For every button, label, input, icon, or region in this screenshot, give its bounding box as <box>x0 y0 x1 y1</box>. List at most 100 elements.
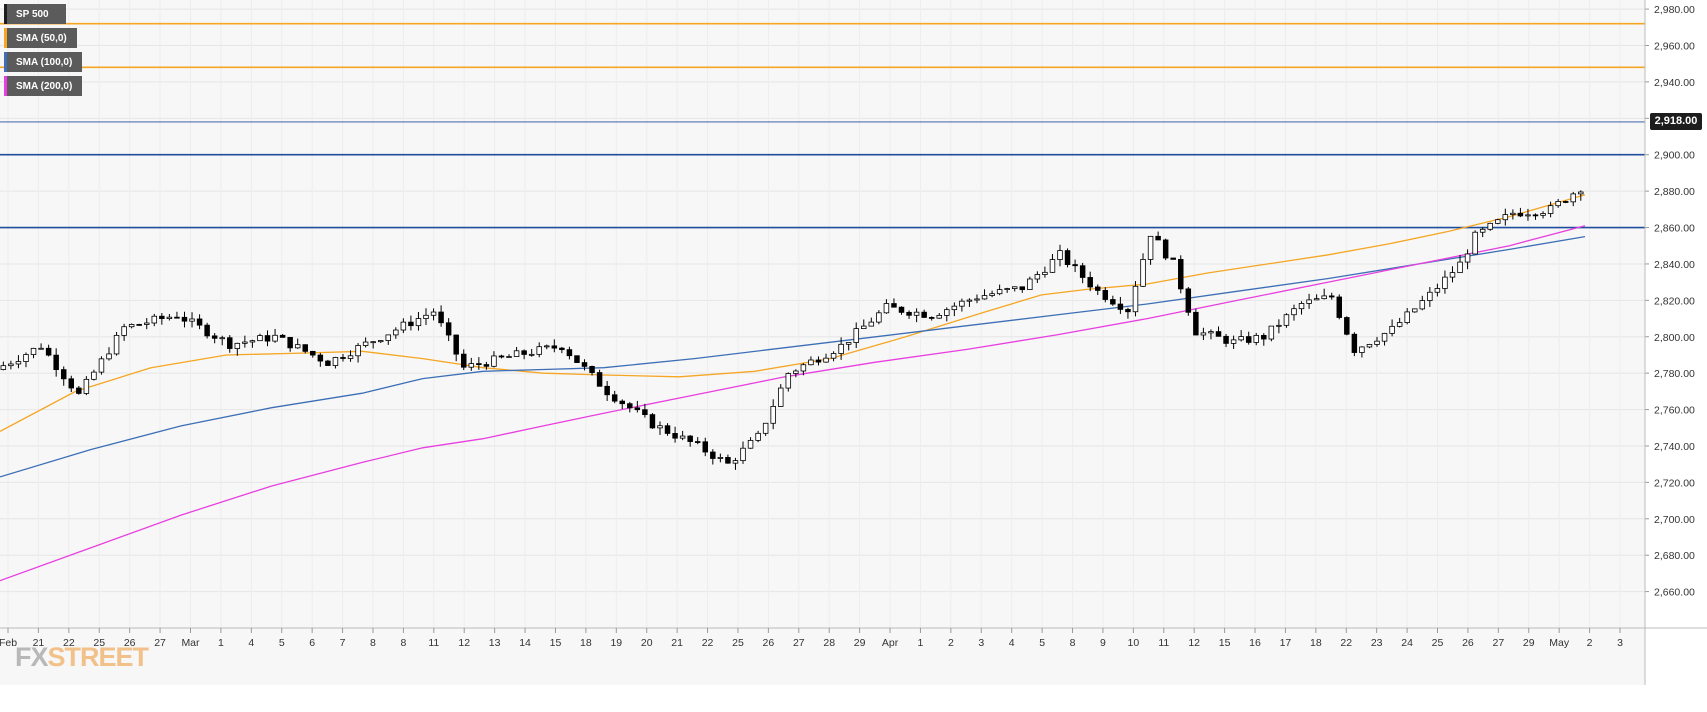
candle-body <box>302 344 308 352</box>
candle-body <box>1185 288 1192 313</box>
candle-body <box>959 300 965 307</box>
candle-body <box>672 433 678 439</box>
candle-body <box>1298 303 1305 310</box>
x-tick-label: 28 <box>823 637 835 649</box>
candle-body <box>506 356 512 358</box>
candle-body <box>1049 259 1056 273</box>
x-tick-label: 12 <box>458 637 470 649</box>
candle-body <box>642 409 648 416</box>
candle-body <box>1117 303 1124 310</box>
candle-body <box>219 337 225 340</box>
x-tick-label: 9 <box>1100 637 1106 649</box>
candle-body <box>694 441 701 443</box>
candle-body <box>121 326 127 336</box>
candle-body <box>1562 201 1569 203</box>
candle-body <box>445 322 452 336</box>
candle-body <box>98 358 105 373</box>
candle-body <box>1102 290 1109 300</box>
candle-body <box>1223 335 1229 344</box>
legend-label-sma200: SMA (200,0) <box>16 80 73 92</box>
candle-body <box>1374 340 1380 345</box>
candle-body <box>38 347 44 350</box>
legend-item-sp500[interactable]: SP 500 <box>4 4 66 24</box>
candle-body <box>136 324 142 326</box>
candle-body <box>60 369 67 380</box>
x-tick-label: 22 <box>63 637 75 649</box>
candle-body <box>936 315 942 319</box>
candle-body <box>800 364 807 372</box>
candle-body <box>725 457 731 464</box>
candle-body <box>1396 322 1403 327</box>
candle-body <box>928 317 935 319</box>
candle-body <box>793 370 799 374</box>
y-tick-label: 2,740.00 <box>1654 441 1695 453</box>
x-tick-label: 2 <box>948 637 954 649</box>
candle-body <box>1366 344 1373 348</box>
x-tick-label: 5 <box>1039 637 1045 649</box>
candle-body <box>898 306 905 313</box>
y-tick-label: 2,800.00 <box>1654 332 1695 344</box>
candle-body <box>868 321 875 327</box>
candle-body <box>45 347 52 356</box>
x-tick-label: 26 <box>1462 637 1474 649</box>
fxstreet-logo: FXSTREET <box>15 642 150 673</box>
candle-body <box>340 357 346 359</box>
candles <box>0 190 1584 470</box>
candle-body <box>461 353 467 368</box>
candle-body <box>883 303 890 314</box>
candle-body <box>1200 332 1207 336</box>
candle-body <box>1495 219 1501 224</box>
candle-body <box>996 289 1003 295</box>
candle-body <box>468 363 475 368</box>
legend-item-sma200[interactable]: SMA (200,0) <box>4 76 83 96</box>
candle-body <box>1404 311 1410 323</box>
candle-body <box>989 293 995 296</box>
candle-body <box>1306 299 1312 304</box>
candle-body <box>808 359 814 366</box>
candle-body <box>1427 291 1433 301</box>
candle-body <box>1283 314 1290 326</box>
candle-body <box>1140 259 1146 287</box>
candle-body <box>536 346 542 355</box>
candle-body <box>1389 325 1395 334</box>
candle-body <box>287 336 293 349</box>
candle-body <box>1419 300 1426 310</box>
candle-body <box>1313 298 1320 301</box>
candle-body <box>1540 213 1546 216</box>
candle-body <box>845 342 852 345</box>
candle-body <box>370 341 376 344</box>
candle-body <box>181 316 188 322</box>
candle-body <box>838 343 844 354</box>
logo-street: STREET <box>47 642 150 672</box>
candle-body <box>476 363 482 365</box>
candle-body <box>1344 317 1350 335</box>
candle-body <box>785 373 792 389</box>
candle-body <box>528 353 535 356</box>
candle-body <box>1230 339 1237 344</box>
x-tick-label: 26 <box>124 637 136 649</box>
candle-body <box>762 422 769 434</box>
candle-body <box>1570 193 1576 203</box>
candle-body <box>8 363 14 367</box>
candle-body <box>400 321 407 331</box>
legend-label-sma100: SMA (100,0) <box>16 56 73 68</box>
legend-item-sma50[interactable]: SMA (50,0) <box>4 28 77 48</box>
candle-body <box>566 349 573 357</box>
candle-body <box>1155 235 1161 241</box>
x-tick-label: 11 <box>428 637 439 649</box>
candle-body <box>272 334 278 342</box>
y-tick-label: 2,880.00 <box>1654 186 1695 198</box>
legend-item-sma100[interactable]: SMA (100,0) <box>4 52 83 72</box>
legend-swatch-sma200 <box>4 76 7 96</box>
candle-body <box>1449 272 1456 278</box>
logo-fx: FX <box>15 642 49 672</box>
candle-body <box>1132 285 1139 313</box>
candle-body <box>702 441 709 453</box>
y-tick-label: 2,840.00 <box>1654 259 1695 271</box>
candle-body <box>906 311 912 316</box>
candle-body <box>1359 346 1365 353</box>
candle-body <box>257 335 263 342</box>
candle-body <box>861 325 867 330</box>
candle-body <box>1434 288 1441 293</box>
candle-body <box>1178 259 1184 290</box>
